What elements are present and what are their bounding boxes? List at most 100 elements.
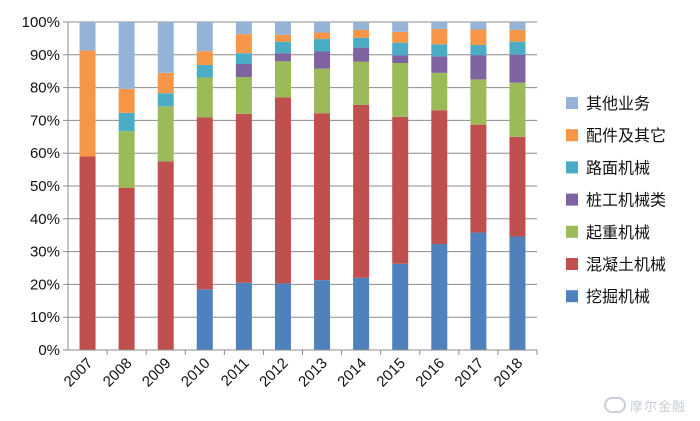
x-tick-label: 2009 — [139, 355, 175, 391]
bar-segment — [509, 236, 526, 350]
bar-segment — [314, 68, 331, 114]
y-tick-label: 60% — [30, 145, 60, 162]
bar-segment — [196, 51, 213, 65]
bar-segment — [392, 63, 409, 117]
bar-segment — [79, 50, 96, 157]
bar-segment — [353, 37, 370, 48]
y-tick-label: 70% — [30, 112, 60, 129]
bar-segment — [314, 32, 331, 40]
bar-segment — [274, 34, 291, 42]
bar-segment — [235, 282, 252, 350]
gridlines — [68, 21, 537, 318]
x-tick-label: 2012 — [256, 355, 292, 391]
watermark: 摩尔金融 — [603, 396, 686, 415]
bar-segment — [274, 61, 291, 98]
y-tick-label: 30% — [30, 244, 60, 261]
legend-label: 路面机械 — [586, 158, 650, 177]
bar-segment — [353, 29, 370, 38]
x-tick-label: 2015 — [373, 355, 409, 391]
legend-swatch — [566, 129, 578, 142]
x-tick-label: 2014 — [334, 355, 370, 391]
bar-segment — [118, 112, 135, 132]
bar-segment — [470, 22, 487, 30]
bar-segment — [235, 77, 252, 114]
cloud-logo-icon — [603, 397, 626, 413]
bar-segment — [157, 72, 174, 94]
watermark-text: 摩尔金融 — [629, 400, 686, 415]
bar-segment — [196, 77, 213, 118]
bar-segment — [470, 232, 487, 350]
bar-segment — [509, 82, 526, 137]
y-tick-label: 40% — [30, 211, 60, 228]
bar-segment — [353, 277, 370, 350]
bar-segment — [509, 22, 526, 30]
y-tick-label: 0% — [38, 342, 60, 359]
bar-segment — [79, 156, 96, 350]
bar-segment — [431, 244, 448, 350]
bar-segment — [235, 113, 252, 283]
x-tick-label: 2007 — [61, 355, 97, 391]
bar-segment — [274, 22, 291, 35]
bar-segment — [118, 187, 135, 350]
bar-segment — [118, 131, 135, 188]
y-tick-label: 20% — [30, 276, 60, 293]
bar-segment — [314, 280, 331, 350]
y-tick-labels: 0% 10% 20% 30% 40% 50% 60% 70% 80% 90% 100% — [22, 14, 60, 359]
bar-segment — [470, 44, 487, 56]
bar-segment — [196, 64, 213, 78]
legend-label: 配件及其它 — [586, 126, 666, 145]
bar-segment — [392, 22, 409, 32]
x-tick-labels: 2007 2008 2009 2010 2011 2012 2013 2014 2015 2016… — [61, 355, 527, 391]
x-tick-label: 2016 — [412, 355, 448, 391]
bar-segment — [274, 53, 291, 62]
bar-segment — [353, 104, 370, 278]
bar-segment — [314, 113, 331, 281]
bar-segment — [392, 263, 409, 350]
x-tick-label: 2017 — [452, 355, 488, 391]
x-tick-label: 2011 — [218, 355, 253, 390]
legend-label: 混凝土机械 — [586, 255, 666, 274]
y-tick-label: 10% — [30, 309, 60, 326]
bar-segment — [235, 63, 252, 78]
bar-segment — [157, 106, 174, 162]
bar-segment — [274, 97, 291, 284]
bar-segment — [79, 22, 96, 51]
bar-segment — [470, 124, 487, 233]
bar-segment — [509, 41, 526, 55]
bar-segment — [431, 110, 448, 245]
y-tick-label: 100% — [22, 14, 60, 31]
bar-segment — [196, 117, 213, 290]
x-tick-label: 2008 — [100, 355, 136, 391]
bar-segment — [314, 51, 331, 69]
legend-label: 桩工机械类 — [586, 191, 666, 210]
bar-segment — [392, 116, 409, 264]
bar-segment — [431, 44, 448, 57]
legend-label: 挖掘机械 — [586, 287, 650, 306]
bar-segment — [431, 56, 448, 73]
bar-segment — [353, 61, 370, 105]
bar-segment — [353, 47, 370, 62]
bar-segment — [314, 39, 331, 52]
bar-segment — [274, 41, 291, 54]
bar-segment — [431, 28, 448, 45]
bar-segment — [118, 22, 135, 89]
bar-segment — [353, 22, 370, 30]
bar-segment — [157, 22, 174, 73]
bar-segment — [118, 88, 135, 113]
legend-swatch — [566, 290, 578, 303]
bar-segment — [509, 136, 526, 237]
legend-label: 起重机械 — [586, 223, 650, 242]
bar-segment — [235, 53, 252, 64]
bar-segment — [314, 22, 331, 33]
bar-segment — [392, 55, 409, 63]
y-tick-label: 90% — [30, 47, 60, 64]
bar-segment — [431, 72, 448, 111]
bar-segment — [392, 42, 409, 56]
legend-swatch — [566, 97, 578, 109]
bar-segment — [235, 22, 252, 35]
bar-segment — [509, 29, 526, 42]
y-tick-label: 50% — [30, 178, 60, 195]
bar-segment — [157, 93, 174, 107]
